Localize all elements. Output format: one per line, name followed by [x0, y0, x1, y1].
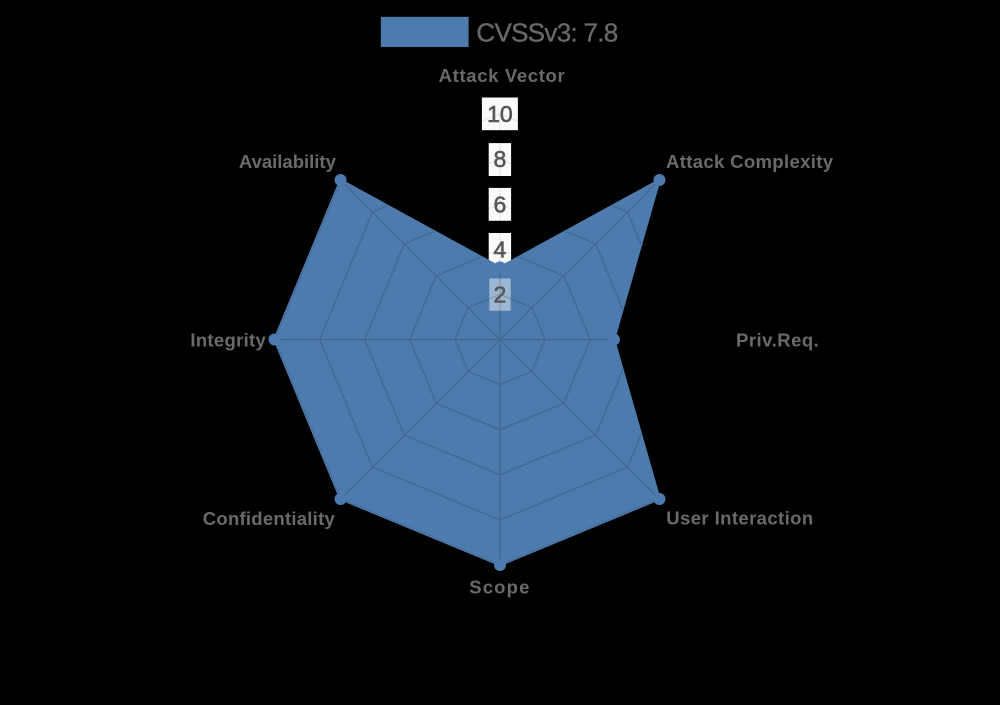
svg-text:Scope: Scope	[469, 576, 530, 597]
svg-text:Confidentiality: Confidentiality	[203, 508, 336, 529]
svg-text:Attack Complexity: Attack Complexity	[666, 151, 834, 172]
svg-text:Availability: Availability	[239, 151, 337, 172]
svg-text:8: 8	[494, 146, 507, 172]
svg-text:CVSSv3: 7.8: CVSSv3: 7.8	[476, 17, 617, 47]
svg-text:Attack Vector: Attack Vector	[439, 65, 566, 86]
svg-text:10: 10	[487, 101, 513, 127]
svg-text:Priv.Req.: Priv.Req.	[736, 329, 819, 350]
svg-text:6: 6	[494, 191, 507, 217]
svg-text:2: 2	[494, 282, 507, 308]
svg-text:User Interaction: User Interaction	[666, 507, 813, 528]
svg-text:Integrity: Integrity	[190, 330, 266, 351]
svg-text:4: 4	[494, 236, 507, 262]
